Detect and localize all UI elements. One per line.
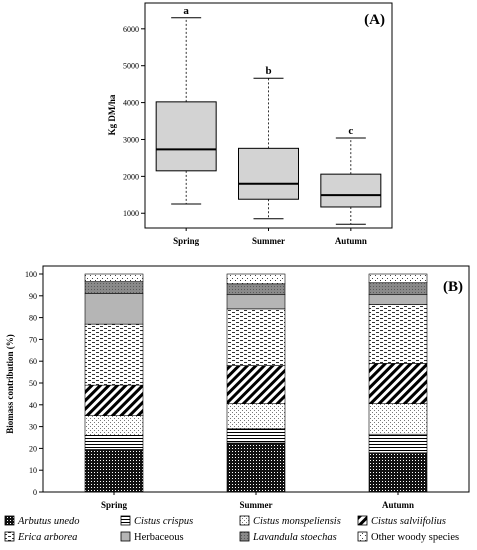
significance-letter: c xyxy=(348,125,353,137)
bar-segment-arbutus-unedo xyxy=(226,442,286,493)
y-tick-label-a: 4000 xyxy=(123,99,139,108)
category-label-a: Autumn xyxy=(335,236,367,246)
y-axis-label-a: Kg DM/ha xyxy=(107,94,117,135)
y-tick-label-b: 10 xyxy=(29,466,37,475)
category-label-b: Spring xyxy=(101,500,128,510)
legend-swatch xyxy=(4,515,15,526)
y-tick-label-b: 100 xyxy=(25,270,37,279)
bar-segment-cistus-monspeliensis xyxy=(226,403,286,430)
bar-segment-other-woody-species xyxy=(84,273,144,282)
panel-label-a: (A) xyxy=(364,12,385,28)
legend-swatch xyxy=(357,531,368,542)
legend-swatch xyxy=(120,515,131,526)
legend-swatch xyxy=(239,531,250,542)
significance-letter: b xyxy=(265,65,271,77)
category-label-b: Autumn xyxy=(382,500,414,510)
bar-segment-other-woody-species xyxy=(226,273,286,285)
legend-label: Herbaceous xyxy=(134,532,184,543)
bar-segment-cistus-crispus xyxy=(84,435,144,450)
legend-swatch xyxy=(239,515,250,526)
bar-segment-herbaceous xyxy=(368,294,428,305)
legend-swatch xyxy=(357,515,368,526)
y-tick-label-b: 60 xyxy=(29,357,37,366)
bar-segment-cistus-salviifolius xyxy=(368,363,428,405)
y-tick-label-b: 50 xyxy=(29,379,37,388)
y-tick-label-b: 0 xyxy=(33,488,37,497)
bar-segment-cistus-crispus xyxy=(226,428,286,444)
bar-segment-erica-arborea xyxy=(368,304,428,364)
legend-label: Cistus salviifolius xyxy=(371,516,446,527)
y-tick-label-a: 3000 xyxy=(123,135,139,144)
box-autumn xyxy=(320,173,382,208)
legend: Arbutus unedo Cistus crispus Cistus monspe… xyxy=(4,515,459,543)
bar-segment-lavandula-stoechas xyxy=(368,282,428,296)
bar-segment-erica-arborea xyxy=(84,323,144,386)
legend-label: Arbutus unedo xyxy=(17,516,80,527)
y-axis-label-b: Biomass contribution (%) xyxy=(5,334,15,434)
bar-segment-cistus-crispus xyxy=(368,433,428,454)
y-tick-label-b: 40 xyxy=(29,401,37,410)
y-tick-label-b: 20 xyxy=(29,444,37,453)
y-tick-label-a: 2000 xyxy=(123,172,139,181)
y-tick-label-a: 6000 xyxy=(123,25,139,34)
bar-segment-erica-arborea xyxy=(226,308,286,366)
box-summer xyxy=(238,147,299,200)
bar-segment-cistus-salviifolius xyxy=(226,365,286,405)
legend-swatch xyxy=(4,531,15,542)
bar-segment-arbutus-unedo xyxy=(84,449,144,493)
y-tick-label-a: 5000 xyxy=(123,62,139,71)
y-tick-label-a: 1000 xyxy=(123,209,139,218)
legend-label: Lavandula stoechas xyxy=(252,532,337,543)
bar-segment-other-woody-species xyxy=(368,273,428,284)
box-spring xyxy=(155,101,217,172)
category-label-a: Spring xyxy=(173,236,200,246)
y-tick-label-b: 70 xyxy=(29,335,37,344)
y-tick-label-b: 30 xyxy=(29,423,37,432)
category-label-a: Summer xyxy=(252,236,285,246)
y-tick-label-b: 90 xyxy=(29,292,37,301)
bar-segment-lavandula-stoechas xyxy=(226,283,286,296)
stacked-bar-panel: (B) Biomass contribution (%) 0 10 20 30 40 50… xyxy=(5,265,470,510)
bar-segment-herbaceous xyxy=(84,293,144,325)
bar-segment-arbutus-unedo xyxy=(368,452,428,493)
category-label-b: Summer xyxy=(240,500,273,510)
legend-swatch xyxy=(120,531,131,542)
bar-segment-cistus-monspeliensis xyxy=(84,415,144,436)
legend-label: Cistus crispus xyxy=(134,516,193,527)
legend-label: Cistus monspeliensis xyxy=(253,516,341,527)
significance-letter: a xyxy=(183,5,189,17)
bar-segment-cistus-salviifolius xyxy=(84,384,144,416)
y-tick-label-b: 80 xyxy=(29,314,37,323)
bar-segment-lavandula-stoechas xyxy=(84,281,144,294)
legend-label: Erica arborea xyxy=(17,532,77,543)
legend-label: Other woody species xyxy=(371,532,459,543)
bar-segment-cistus-monspeliensis xyxy=(368,403,428,435)
panel-label-b: (B) xyxy=(443,279,463,295)
box-plot-panel: (A) Kg DM/ha 1000 2000 3000 4000 5000 6000 a b… xyxy=(107,2,393,246)
bar-segment-herbaceous xyxy=(226,294,286,310)
